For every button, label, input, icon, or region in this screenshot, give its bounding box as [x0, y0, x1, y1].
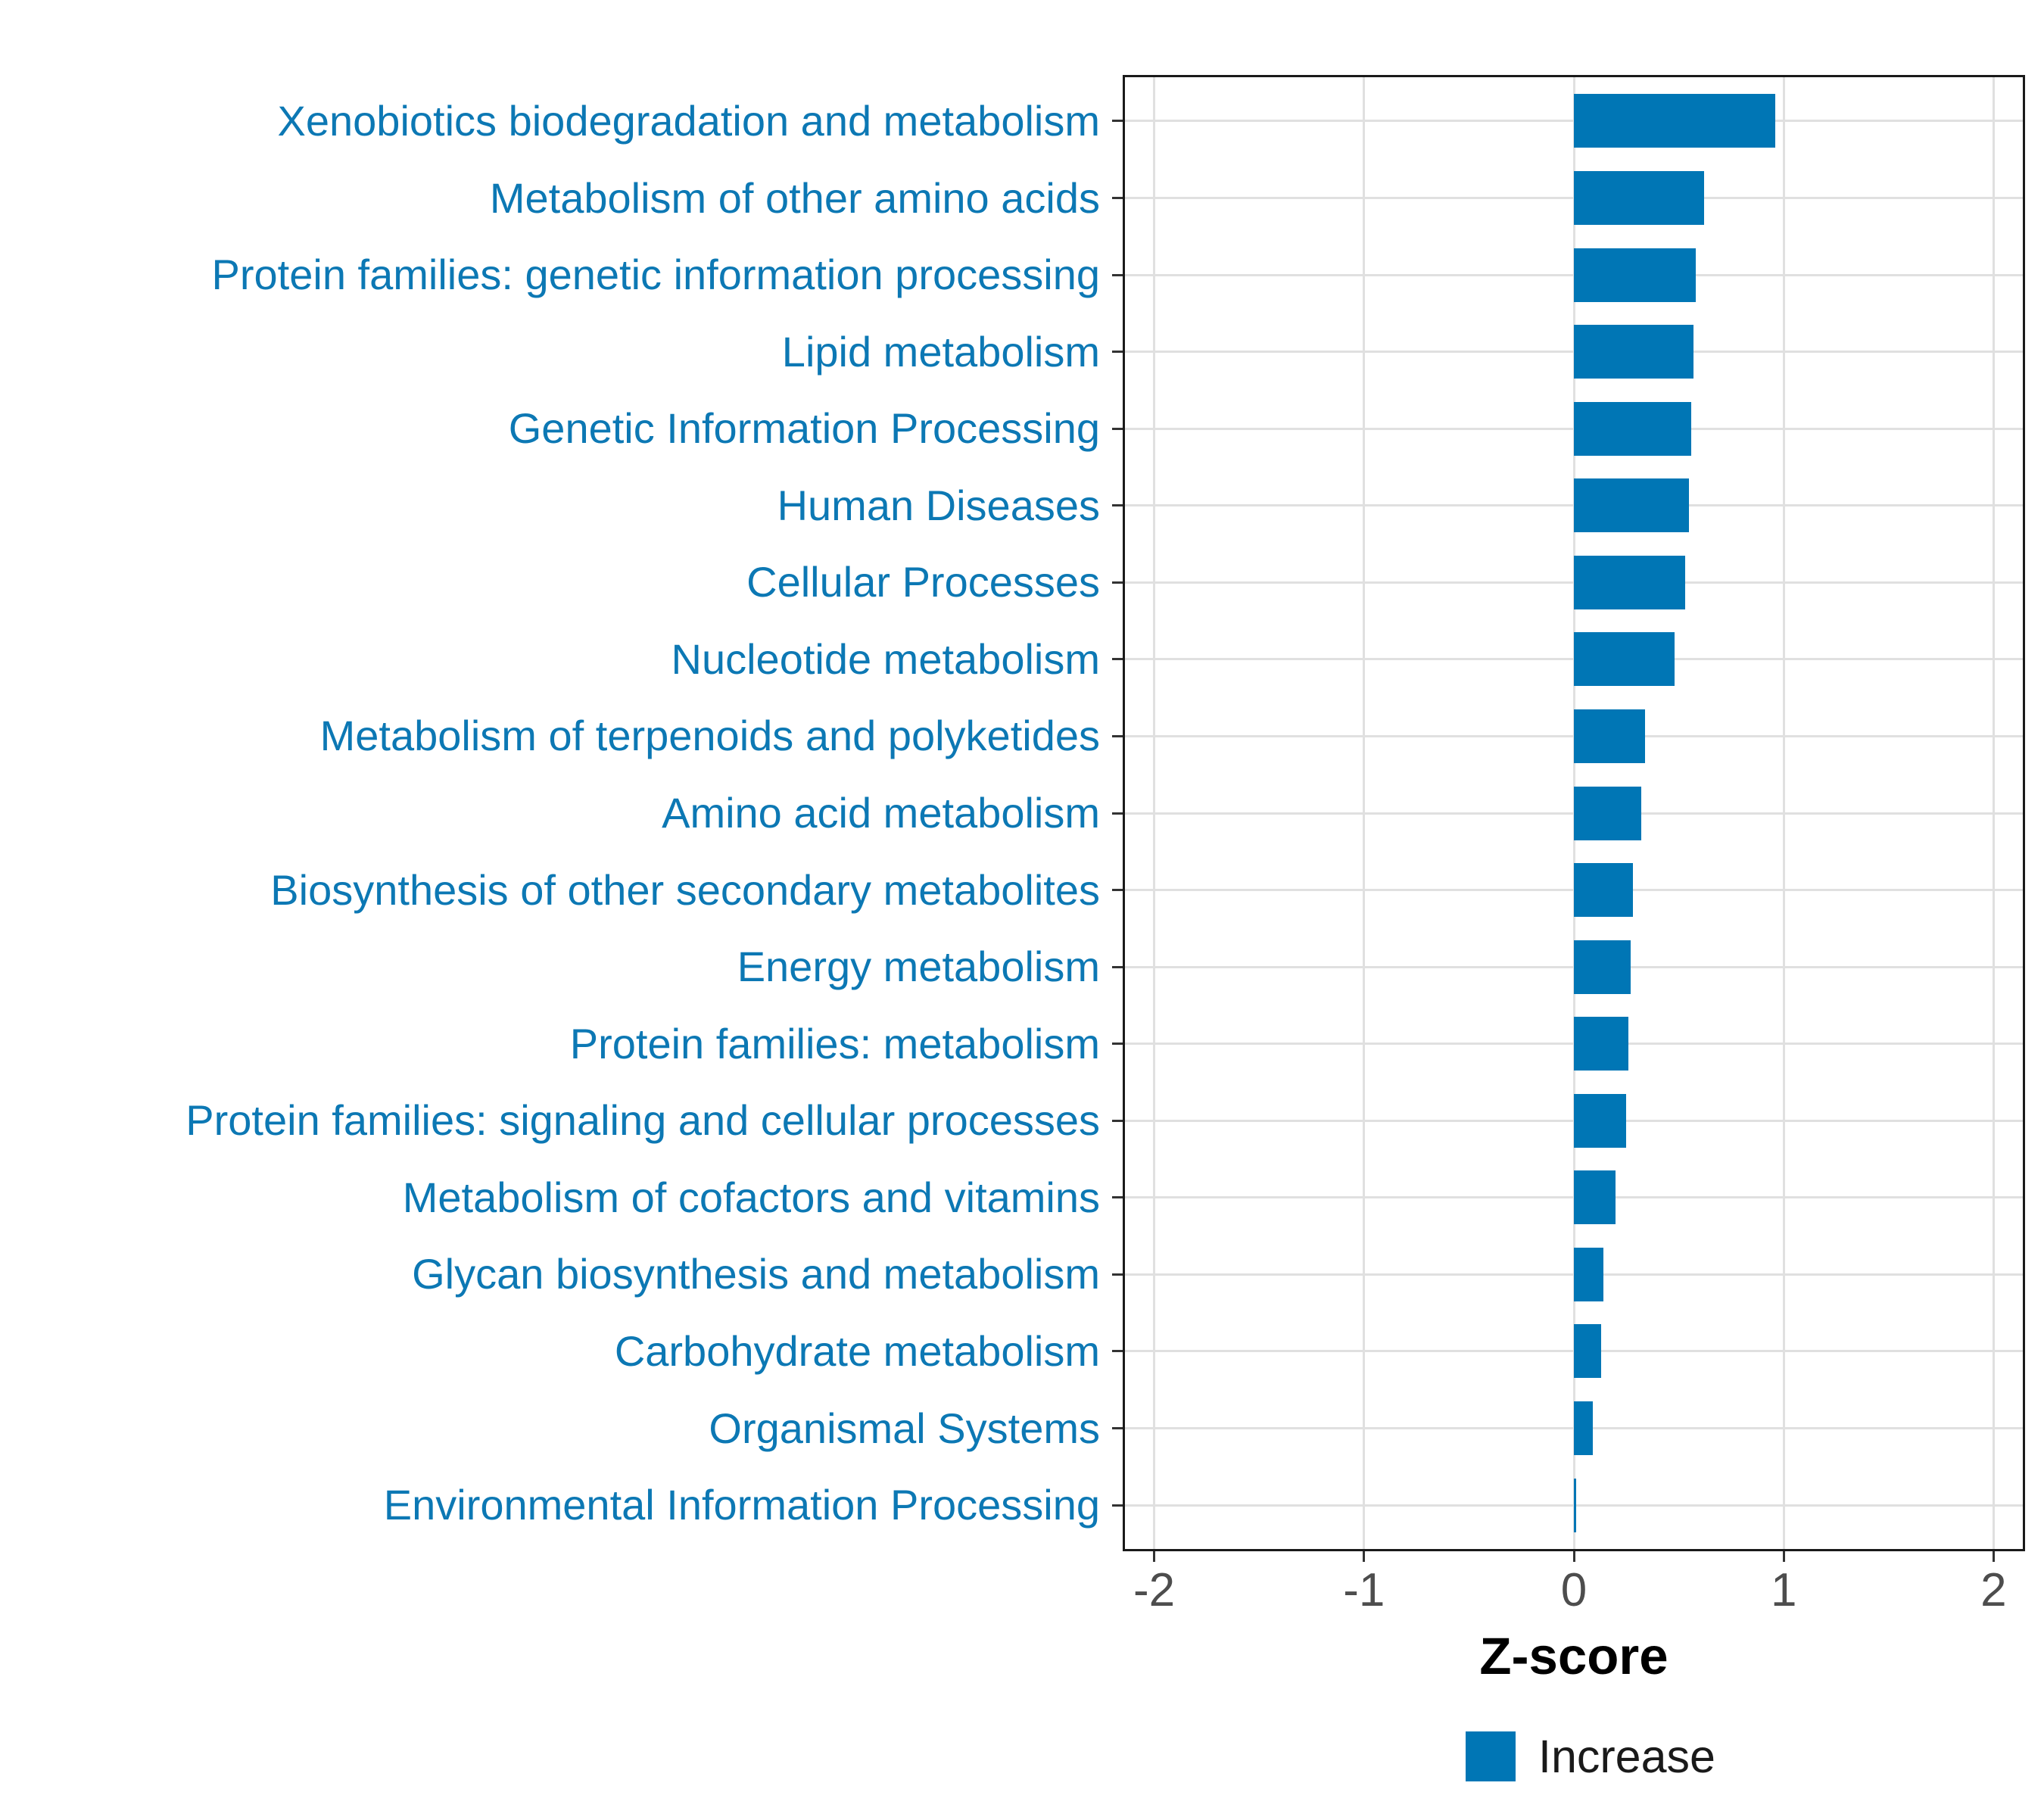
bar	[1574, 1247, 1603, 1301]
bar	[1574, 863, 1633, 918]
x-axis-tick-label: -2	[1133, 1564, 1176, 1616]
bar	[1574, 786, 1641, 840]
bar	[1574, 632, 1675, 687]
y-axis-tick	[1112, 1504, 1123, 1507]
y-axis-tick	[1112, 1043, 1123, 1046]
bar	[1574, 171, 1704, 225]
bar	[1574, 555, 1685, 609]
x-axis-tick	[1363, 1551, 1366, 1562]
legend-swatch-increase	[1466, 1731, 1516, 1781]
y-axis-label: Carbohydrate metabolism	[614, 1326, 1100, 1375]
x-axis-tick	[1153, 1551, 1156, 1562]
x-axis-tick-label: 2	[1980, 1564, 2007, 1616]
bar	[1574, 1324, 1602, 1379]
bar	[1574, 94, 1776, 148]
y-axis-label: Human Diseases	[777, 481, 1100, 529]
bar	[1574, 248, 1696, 302]
y-axis-tick	[1112, 504, 1123, 507]
x-axis-tick-label: -1	[1343, 1564, 1385, 1616]
x-axis-tick-label: 1	[1770, 1564, 1797, 1616]
y-axis-tick	[1112, 351, 1123, 354]
y-axis-tick	[1112, 427, 1123, 430]
y-axis-tick	[1112, 273, 1123, 276]
y-axis-label: Cellular Processes	[746, 558, 1100, 606]
y-axis-tick	[1112, 1350, 1123, 1353]
y-axis-tick	[1112, 1427, 1123, 1429]
plot-panel	[1123, 75, 2025, 1551]
y-axis-tick	[1112, 581, 1123, 584]
bar	[1574, 1401, 1593, 1455]
y-axis-label: Organismal Systems	[709, 1404, 1100, 1452]
y-axis-tick	[1112, 1196, 1123, 1199]
y-axis-labels: Xenobiotics biodegradation and metabolis…	[185, 96, 1100, 1529]
y-axis-label: Metabolism of cofactors and vitamins	[402, 1173, 1100, 1221]
bar	[1574, 709, 1646, 763]
x-axis-tick-label: 0	[1560, 1564, 1588, 1616]
bar	[1574, 325, 1693, 379]
y-axis-label: Genetic Information Processing	[508, 404, 1100, 453]
y-axis-label: Glycan biosynthesis and metabolism	[412, 1250, 1100, 1298]
y-axis-label: Protein families: genetic information pr…	[211, 251, 1100, 299]
legend-label-increase: Increase	[1538, 1731, 1715, 1782]
y-axis-tick	[1112, 1273, 1123, 1276]
y-axis-tick	[1112, 120, 1123, 123]
bar	[1574, 1170, 1616, 1225]
y-axis-tick	[1112, 1119, 1123, 1122]
bar	[1574, 1093, 1627, 1148]
y-axis-tick	[1112, 734, 1123, 737]
y-axis-label: Xenobiotics biodegradation and metabolis…	[277, 96, 1100, 145]
y-axis-tick	[1112, 658, 1123, 661]
y-axis-label: Energy metabolism	[737, 943, 1100, 991]
y-axis-tick	[1112, 197, 1123, 199]
x-axis-title: Z-score	[1479, 1627, 1669, 1685]
y-axis-label: Environmental Information Processing	[383, 1481, 1100, 1529]
x-axis-tick	[1782, 1551, 1785, 1562]
y-axis-label: Protein families: metabolism	[569, 1019, 1100, 1067]
x-axis-tick	[1572, 1551, 1575, 1562]
y-axis-label: Metabolism of other amino acids	[489, 173, 1100, 222]
y-axis-label: Lipid metabolism	[781, 327, 1100, 376]
y-axis-label: Protein families: signaling and cellular…	[185, 1096, 1100, 1145]
legend: Increase	[1466, 1730, 1715, 1783]
bar	[1574, 401, 1692, 456]
y-axis-label: Amino acid metabolism	[662, 789, 1100, 837]
bar	[1574, 478, 1690, 533]
y-axis-label: Biosynthesis of other secondary metaboli…	[270, 865, 1100, 914]
y-axis-label: Metabolism of terpenoids and polyketides	[319, 712, 1100, 760]
y-axis-tick	[1112, 812, 1123, 815]
x-axis-tick	[1992, 1551, 1995, 1562]
y-axis-tick	[1112, 889, 1123, 892]
y-axis-tick	[1112, 965, 1123, 968]
bar	[1574, 1478, 1576, 1532]
y-axis-label: Nucleotide metabolism	[671, 634, 1100, 683]
bar	[1574, 1017, 1629, 1071]
bar	[1574, 940, 1631, 994]
